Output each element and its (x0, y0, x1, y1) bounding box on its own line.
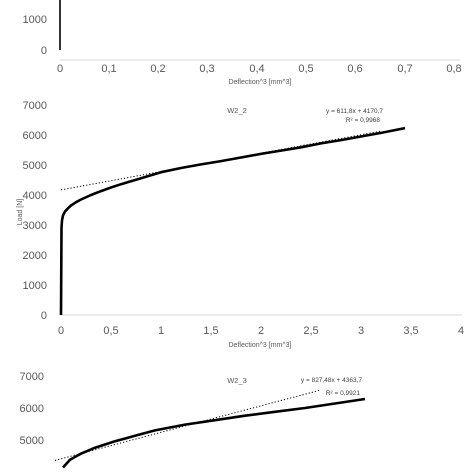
chart-2-y-tick-0: 0 (41, 310, 47, 322)
chart-2-y-tick-4: 4000 (23, 190, 47, 202)
chart-2-trend-r2: R² = 0,9968 (346, 117, 381, 124)
chart-2-x-tick-4: 2 (258, 325, 264, 337)
chart-1-x-tick-0: 0 (57, 63, 63, 75)
chart-2-x-tick-7: 3,5 (403, 325, 418, 337)
chart-1-x-tick-8: 0,8 (446, 63, 461, 75)
chart-1-x-axis-title: Deflection^3 [mm^3] (229, 79, 292, 86)
chart-2-x-tick-2: 1 (158, 325, 164, 337)
chart-2-x-axis-title: Deflection^3 [mm^3] (229, 342, 292, 349)
chart-1-x-tick-3: 0,3 (199, 63, 214, 75)
chart-1-x-tick-5: 0,5 (298, 63, 313, 75)
chart-3-trend-equation: y = 827,48x + 4363,7 (301, 377, 362, 384)
chart-2-y-axis-title: Load [N] (17, 199, 24, 226)
chart-2-series-line (59, 126, 406, 316)
chart-1-x-tick-7: 0,7 (397, 63, 412, 75)
chart-2-x-tick-6: 3 (358, 325, 364, 337)
chart-3-series-line (62, 397, 366, 469)
chart-1-y-tick-1: 1000 (23, 14, 47, 26)
chart-3-title: W2_3 (227, 376, 247, 385)
chart-1-x-tick-4: 0,4 (249, 63, 264, 75)
chart-3-y-tick-0: 5000 (20, 435, 44, 447)
chart-1-y-tick-0: 0 (41, 45, 47, 57)
chart-2-y-tick-1: 1000 (23, 280, 47, 292)
chart-2-x-tick-5: 2,5 (303, 325, 318, 337)
chart-1: 1000 0 0 0,1 0,2 0,3 0,4 0,5 0,6 0,7 0,8… (23, 0, 462, 86)
chart-3-y-tick-2: 7000 (20, 371, 44, 383)
chart-3-y-tick-1: 6000 (20, 403, 44, 415)
chart-2-y-tick-6: 6000 (23, 130, 47, 142)
chart-1-x-tick-1: 0,1 (101, 63, 116, 75)
chart-2-x-tick-3: 1,5 (203, 325, 218, 337)
chart-2-x-tick-8: 4 (458, 325, 464, 337)
chart-2-y-tick-7: 7000 (23, 100, 47, 112)
chart-1-x-tick-2: 0,2 (150, 63, 165, 75)
chart-2-y-tick-3: 3000 (23, 220, 47, 232)
chart-2: 7000 6000 5000 4000 3000 2000 1000 0 0 0… (17, 100, 464, 349)
chart-3-trendline (54, 389, 321, 461)
chart-2-trend-equation: y = 611,8x + 4170,7 (326, 108, 383, 115)
chart-2-y-tick-2: 2000 (23, 250, 47, 262)
chart-3-trend-r2: R² = 0,9921 (326, 390, 361, 397)
chart-1-x-tick-6: 0,6 (347, 63, 362, 75)
chart-3: 7000 6000 5000 W2_3 y = 827,48x + 4363,7… (20, 371, 366, 469)
chart-2-title: W2_2 (227, 106, 247, 115)
chart-2-x-tick-1: 0,5 (103, 325, 118, 337)
chart-2-y-tick-5: 5000 (23, 160, 47, 172)
chart-2-x-tick-0: 0 (58, 325, 64, 337)
